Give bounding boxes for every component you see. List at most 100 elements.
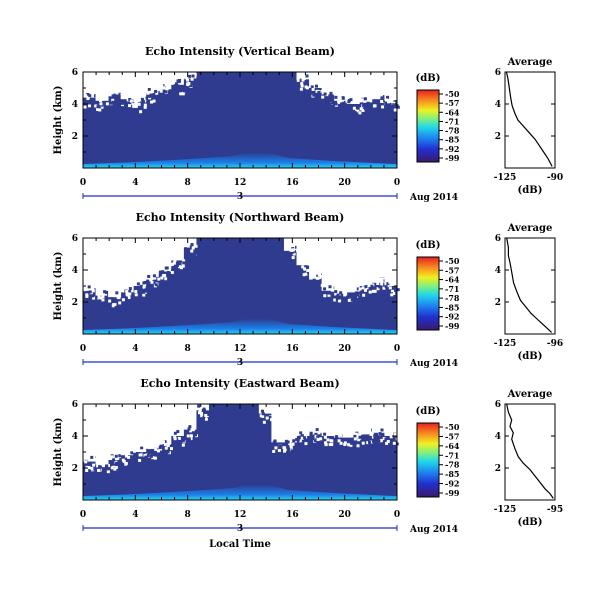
speckle [330,431,334,435]
x-tick-label: 0 [394,510,400,520]
speckle [379,277,383,281]
speckle [349,443,353,447]
speckle [287,257,291,261]
speckle [189,434,193,438]
speckle [204,413,208,417]
speckle [141,99,145,103]
speckle [370,284,374,288]
speckle [134,104,138,108]
speckle [339,441,343,445]
speckle [112,300,116,304]
speckle [139,110,143,114]
speckle [162,86,166,90]
speckle [126,98,130,102]
x-tick-label: 4 [132,510,138,520]
speckle [303,436,307,440]
profile-frame [504,237,556,335]
missing-data-cell [120,404,134,456]
speckle [134,453,138,457]
profile-title: Average [507,389,553,400]
panel-title: Echo Intensity (Eastward Beam) [140,377,339,390]
speckle [307,271,311,275]
speckle [389,99,393,103]
speckle [85,294,89,298]
speckle [380,100,384,104]
speckle [108,93,112,97]
speckle [327,296,331,300]
speckle [84,296,88,300]
speckle [323,294,327,298]
speckle [286,440,290,444]
y-tick-label: 6 [72,400,78,410]
speckle [319,82,323,86]
speckle [357,291,361,295]
speckle [301,78,305,82]
speckle [84,94,88,98]
profile-x-tick-label: -125 [494,505,517,515]
profile-frame [504,71,556,169]
speckle [170,270,174,274]
panel-1: Echo Intensity (Vertical Beam) 0 4 8 12 16 20 0… [53,45,563,203]
speckle [323,287,327,291]
speckle [160,266,164,270]
x-tick-label: 16 [286,344,299,354]
y-tick-label: 2 [72,298,78,308]
speckle [317,273,321,277]
speckle [299,260,303,264]
speckle [154,283,158,287]
speckle [181,439,185,443]
speckle [173,437,177,441]
speckle [134,102,138,106]
speckle [107,464,111,468]
missing-data-cell [145,72,159,93]
speckle [187,437,191,441]
speckle [91,287,95,291]
day-label: 3 [237,192,243,202]
speckle [339,291,343,295]
speckle [382,286,386,290]
missing-data-cell [133,404,147,452]
speckle [284,256,288,260]
speckle [150,277,154,281]
speckle [387,108,391,112]
missing-data-cell [296,404,310,436]
date-label: Aug 2014 [409,359,458,369]
speckle [341,297,345,301]
speckle [91,289,95,293]
colorbar-tick-label: -71 [445,450,459,460]
speckle [367,283,371,287]
missing-data-cell [359,72,373,103]
speckle [172,261,176,265]
speckle [358,435,362,439]
speckle [111,98,115,102]
surface-echo-band [83,152,397,168]
missing-data-cell [271,404,285,443]
missing-data-cell [196,404,209,411]
speckle [158,87,162,91]
speckle [159,444,163,448]
speckle [115,91,119,95]
speckle [111,461,115,465]
speckle [361,108,365,112]
speckle [164,90,168,94]
speckle [174,82,178,86]
speckle [304,272,308,276]
speckle [110,455,114,459]
speckle [388,286,392,290]
x-tick-label: 20 [338,178,351,188]
speckle [90,455,94,459]
speckle [338,299,342,303]
speckle [261,412,265,416]
speckle [295,442,299,446]
speckle [385,98,389,102]
speckle [299,78,303,82]
speckle [129,298,133,302]
speckle [319,437,323,441]
speckle [182,89,186,93]
missing-data-cell [258,404,272,414]
speckle [171,268,175,272]
x-tick-label: 8 [185,510,191,520]
speckle [131,100,135,104]
missing-data-cell [108,238,122,298]
